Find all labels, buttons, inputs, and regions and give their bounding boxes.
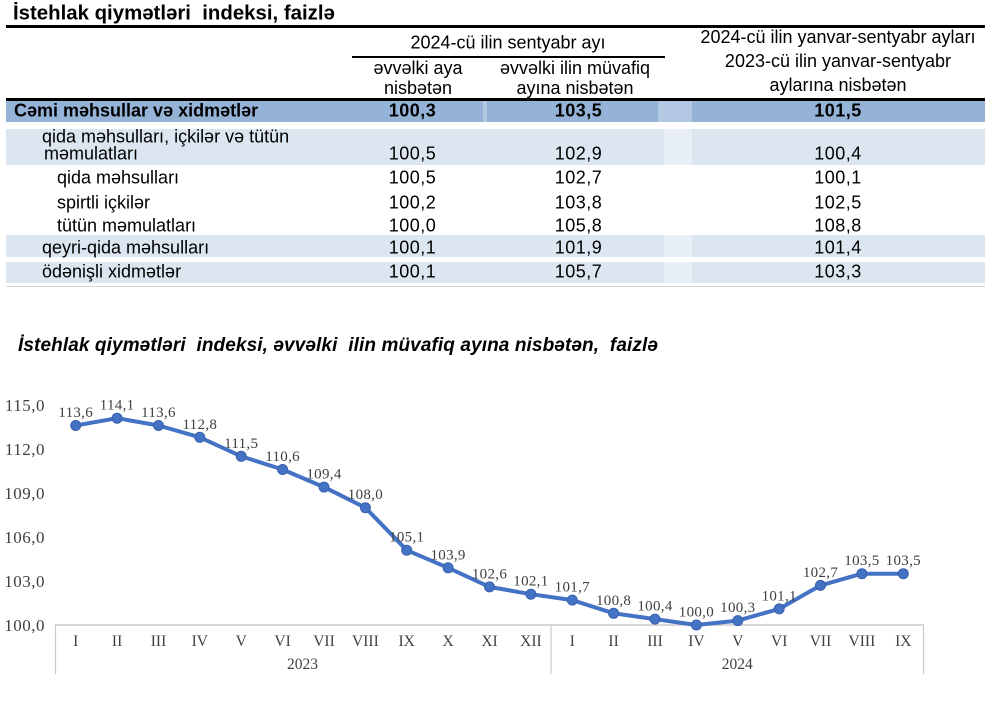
svg-text:IX: IX: [895, 633, 911, 650]
svg-text:V: V: [236, 633, 248, 650]
svg-text:XI: XI: [481, 633, 497, 650]
svg-text:114,1: 114,1: [100, 398, 135, 414]
svg-text:109,0: 109,0: [4, 484, 45, 503]
svg-text:100,0: 100,0: [4, 616, 45, 635]
svg-text:100,3: 100,3: [720, 600, 755, 616]
svg-text:102,1: 102,1: [513, 574, 548, 590]
svg-text:109,4: 109,4: [306, 467, 341, 483]
svg-text:102,6: 102,6: [472, 566, 507, 582]
svg-text:I: I: [570, 633, 575, 650]
svg-text:103,9: 103,9: [430, 547, 465, 563]
svg-text:VI: VI: [274, 633, 290, 650]
svg-text:106,0: 106,0: [4, 528, 45, 547]
svg-text:113,6: 113,6: [141, 405, 176, 421]
svg-text:IX: IX: [399, 633, 415, 650]
svg-text:113,6: 113,6: [58, 405, 93, 421]
svg-text:X: X: [442, 633, 453, 650]
svg-text:112,0: 112,0: [5, 440, 45, 459]
svg-text:111,5: 111,5: [224, 436, 258, 452]
svg-text:100,4: 100,4: [637, 599, 672, 615]
svg-text:110,6: 110,6: [265, 449, 300, 465]
svg-text:IV: IV: [688, 633, 705, 650]
svg-text:IV: IV: [192, 633, 209, 650]
svg-text:III: III: [151, 633, 167, 650]
svg-text:III: III: [647, 633, 663, 650]
svg-text:I: I: [73, 633, 78, 650]
svg-text:105,1: 105,1: [389, 530, 424, 546]
svg-text:112,8: 112,8: [182, 417, 217, 433]
svg-text:100,0: 100,0: [679, 605, 714, 621]
svg-text:2023: 2023: [287, 656, 318, 673]
svg-text:102,7: 102,7: [803, 565, 838, 581]
svg-text:VII: VII: [313, 633, 335, 650]
svg-text:V: V: [732, 633, 744, 650]
svg-text:101,1: 101,1: [762, 588, 797, 604]
svg-text:XII: XII: [520, 633, 542, 650]
svg-text:103,0: 103,0: [4, 572, 45, 591]
svg-text:101,7: 101,7: [555, 580, 590, 596]
svg-text:100,8: 100,8: [596, 593, 631, 609]
svg-text:VI: VI: [771, 633, 787, 650]
svg-text:II: II: [608, 633, 618, 650]
svg-text:115,0: 115,0: [5, 396, 45, 415]
svg-text:VIII: VIII: [849, 633, 876, 650]
svg-text:VII: VII: [810, 633, 832, 650]
svg-text:II: II: [112, 633, 122, 650]
svg-text:103,5: 103,5: [844, 553, 879, 569]
svg-text:103,5: 103,5: [886, 553, 921, 569]
svg-text:2024: 2024: [722, 656, 753, 673]
svg-text:VIII: VIII: [352, 633, 379, 650]
svg-text:108,0: 108,0: [348, 487, 383, 503]
